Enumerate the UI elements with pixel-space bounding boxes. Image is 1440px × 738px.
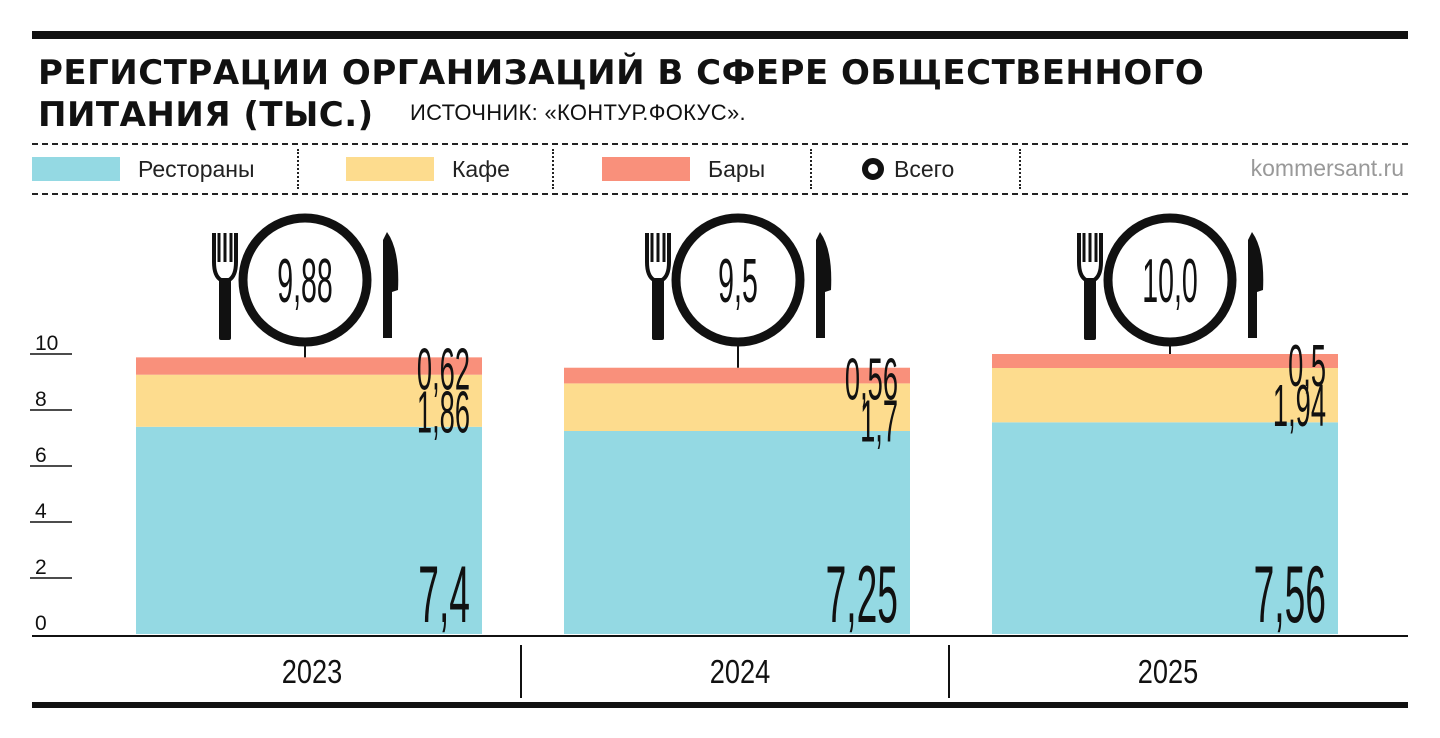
year-label: 2024 bbox=[710, 653, 770, 690]
bottom-rule bbox=[32, 702, 1408, 708]
plate-icon bbox=[238, 213, 372, 347]
chart-title-line2: ПИТАНИЯ (ТЫС.) bbox=[38, 95, 374, 135]
bar-segment bbox=[992, 354, 1338, 368]
bar-value-label: 7,56 bbox=[1254, 550, 1326, 640]
legend-top-divider bbox=[32, 143, 1408, 145]
bar-value-label: 7,25 bbox=[826, 550, 898, 640]
bar-segment bbox=[564, 431, 910, 634]
plate-icon bbox=[1103, 213, 1237, 347]
bar-value-label: 1,94 bbox=[1273, 372, 1326, 439]
knife-icon bbox=[383, 232, 399, 338]
legend-label-restaurants: Рестораны bbox=[138, 155, 255, 182]
top-rule bbox=[32, 31, 1408, 39]
legend-swatch-cafe bbox=[346, 157, 434, 181]
bar-segment bbox=[136, 426, 482, 634]
legend-swatch-bars bbox=[602, 157, 690, 181]
bar-value-label: 7,4 bbox=[418, 550, 470, 640]
legend-separator bbox=[552, 149, 554, 189]
y-tick-label: 2 bbox=[35, 556, 47, 579]
chart-title-line1: РЕГИСТРАЦИИ ОРГАНИЗАЦИЙ В СФЕРЕ ОБЩЕСТВЕ… bbox=[38, 53, 1205, 93]
knife-icon bbox=[816, 232, 832, 338]
bar-segment bbox=[992, 368, 1338, 423]
bar-value-label: 0,5 bbox=[1288, 332, 1326, 399]
bar-segment bbox=[136, 374, 482, 427]
y-tick-label: 0 bbox=[35, 612, 47, 635]
year-label: 2025 bbox=[1138, 653, 1198, 690]
year-label: 2023 bbox=[282, 653, 342, 690]
bar-value-label: 1,7 bbox=[860, 387, 898, 454]
fork-handle bbox=[1086, 278, 1094, 338]
y-tick-label: 4 bbox=[35, 500, 47, 523]
legend: Рестораны Кафе Бары Всего kommersant.ru bbox=[32, 143, 1408, 195]
y-tick-label: 8 bbox=[35, 388, 47, 411]
bar-value-label: 0,62 bbox=[417, 335, 470, 402]
legend-swatch-restaurants bbox=[32, 157, 120, 181]
total-value-label: 9,5 bbox=[718, 247, 758, 316]
bar-segment bbox=[992, 422, 1338, 634]
plate-icon bbox=[671, 213, 805, 347]
legend-label-cafe: Кафе bbox=[452, 155, 510, 182]
total-ring-icon bbox=[862, 158, 884, 180]
bar-segment bbox=[136, 357, 482, 375]
legend-label-bars: Бары bbox=[708, 155, 766, 182]
site-credit: kommersant.ru bbox=[1250, 155, 1404, 181]
y-tick-label: 6 bbox=[35, 444, 47, 467]
bar-value-label: 1,86 bbox=[417, 379, 470, 446]
source-note: ИСТОЧНИК: «КОНТУР.ФОКУС». bbox=[410, 100, 746, 125]
legend-separator bbox=[810, 149, 812, 189]
knife-icon bbox=[1248, 232, 1264, 338]
legend-separator bbox=[1019, 149, 1021, 189]
total-value-label: 10,0 bbox=[1142, 247, 1197, 316]
fork-handle bbox=[654, 278, 662, 338]
total-value-label: 9,88 bbox=[277, 247, 332, 316]
legend-label-total: Всего bbox=[894, 155, 955, 182]
bar-segment bbox=[564, 367, 910, 384]
bar-segment bbox=[564, 383, 910, 431]
legend-separator bbox=[297, 149, 299, 189]
legend-item-cafe: Кафе bbox=[346, 155, 510, 182]
legend-item-total: Всего bbox=[862, 155, 955, 182]
legend-item-restaurants: Рестораны bbox=[32, 155, 255, 182]
fork-handle bbox=[221, 278, 229, 338]
legend-bottom-divider bbox=[32, 193, 1408, 195]
bar-value-label: 0,56 bbox=[845, 346, 898, 413]
y-tick-label: 10 bbox=[35, 332, 58, 355]
legend-item-bars: Бары bbox=[602, 155, 766, 182]
